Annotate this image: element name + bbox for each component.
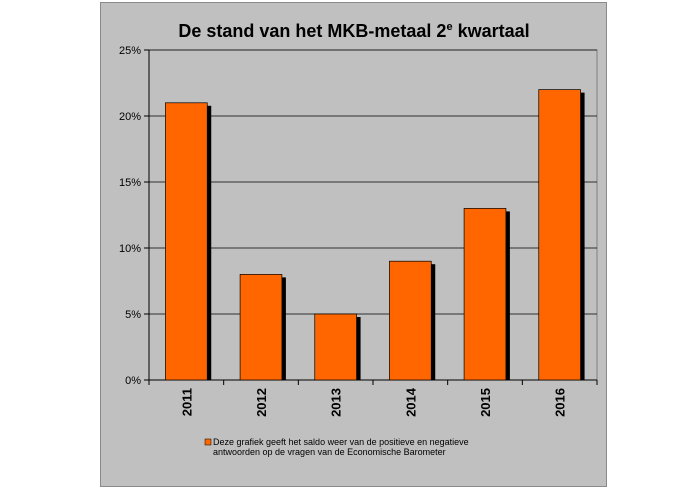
bar: [239, 274, 283, 381]
x-tick-label: 2011: [179, 388, 194, 416]
bar: [165, 102, 208, 381]
y-tick-label: 25%: [119, 45, 141, 57]
legend: Deze grafiek geeft het saldo weer van de…: [204, 437, 469, 457]
y-tick-label: 0%: [125, 375, 141, 387]
plot-area: 0% 5% 10% 15% 20% 25% 2011 2012 2013 2014 2015 2016: [119, 45, 598, 417]
legend-line-1: Deze grafiek geeft het saldo weer van de…: [213, 437, 469, 447]
y-tick-label: 10%: [119, 243, 141, 255]
legend-line-2: antwoorden op de vragen van de Economisc…: [213, 447, 446, 457]
chart-title: De stand van het MKB-metaal 2e kwartaal: [178, 21, 529, 41]
x-tick-label: 2015: [478, 388, 493, 417]
bar: [463, 208, 507, 381]
y-tick-label: 5%: [125, 309, 141, 321]
legend-swatch: [204, 438, 212, 446]
bar: [389, 260, 432, 381]
chart-frame: De stand van het MKB-metaal 2e kwartaal …: [100, 2, 607, 487]
y-tick-label: 15%: [119, 177, 141, 189]
bar: [314, 313, 357, 381]
x-tick-label: 2014: [403, 387, 418, 417]
y-tick-label: 20%: [119, 111, 141, 123]
bar: [538, 89, 581, 381]
x-tick-label: 2016: [553, 388, 568, 417]
plot-background: [148, 49, 598, 381]
bar-chart: De stand van het MKB-metaal 2e kwartaal …: [119, 21, 598, 457]
x-tick-label: 2013: [329, 388, 344, 417]
x-tick-label: 2012: [254, 388, 269, 417]
